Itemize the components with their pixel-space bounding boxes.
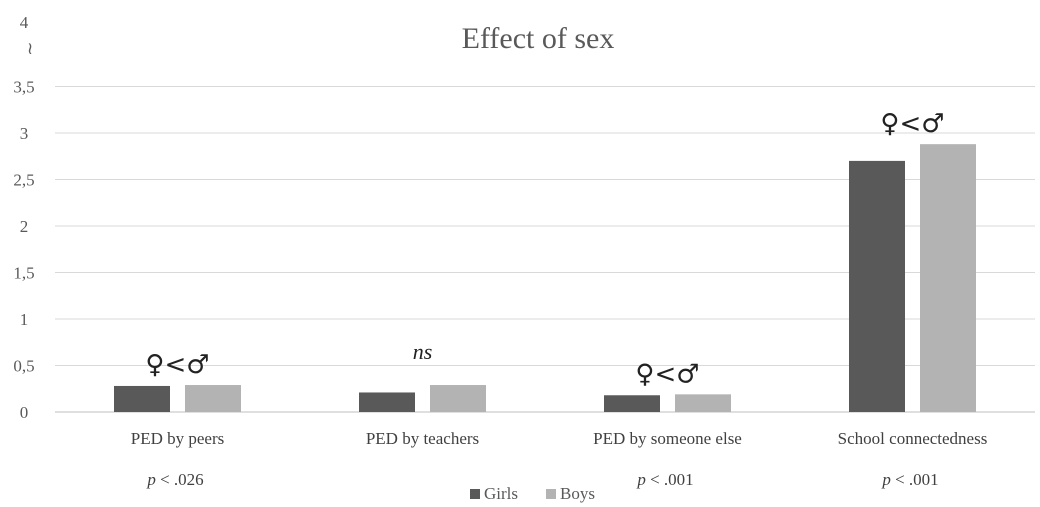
y-tick-label: 0 [20, 403, 29, 422]
y-tick-label: 3,5 [13, 78, 34, 97]
p-value-label: p < .026 [146, 470, 203, 489]
bar-girls [849, 160, 905, 412]
y-tick-label: 1 [20, 310, 29, 329]
y-tick-label: 4 [20, 13, 29, 32]
gridlines [55, 86, 1035, 413]
chart-title: Effect of sex [462, 22, 615, 55]
y-tick-label: 0,5 [13, 357, 34, 376]
y-tick-label: 2 [20, 217, 29, 236]
p-value-labels: p < .026 p < .001 p < .001 [146, 470, 938, 489]
annotation-sex-difference: ♀<♂ [880, 109, 944, 139]
category-labels: PED by peers PED by teachers PED by someon… [131, 429, 988, 448]
bars [114, 144, 976, 412]
annotations: ♀<♂ ns ♀<♂ ♀<♂ [145, 109, 944, 389]
legend-label-boys: Boys [560, 484, 595, 503]
p-value-label: p < .001 [636, 470, 693, 489]
bar-boys [675, 394, 731, 412]
annotation-sex-difference: ♀<♂ [145, 350, 209, 380]
annotation-ns: ns [413, 339, 433, 364]
bar-boys [430, 385, 486, 412]
bar-girls [114, 385, 170, 412]
p-value-label: p < .001 [881, 470, 938, 489]
bar-boys [920, 144, 976, 412]
category-label: PED by peers [131, 429, 224, 448]
axis-break-mark: ≀ [27, 39, 33, 58]
y-tick-label: 1,5 [13, 264, 34, 283]
y-tick-label: 3 [20, 124, 29, 143]
legend-swatch-girls [470, 489, 480, 499]
category-label: PED by someone else [593, 429, 742, 448]
y-axis-tick-labels: 0 0,5 1 1,5 2 2,5 3 3,5 4 [13, 13, 34, 422]
bar-girls [359, 392, 415, 412]
category-label: PED by teachers [366, 429, 479, 448]
annotation-sex-difference: ♀<♂ [635, 359, 699, 389]
legend-label-girls: Girls [484, 484, 518, 503]
bar-girls [604, 395, 660, 412]
legend-swatch-boys [546, 489, 556, 499]
legend: Girls Boys [470, 484, 595, 503]
category-label: School connectedness [838, 429, 988, 448]
y-tick-label: 2,5 [13, 171, 34, 190]
bar-boys [185, 385, 241, 412]
